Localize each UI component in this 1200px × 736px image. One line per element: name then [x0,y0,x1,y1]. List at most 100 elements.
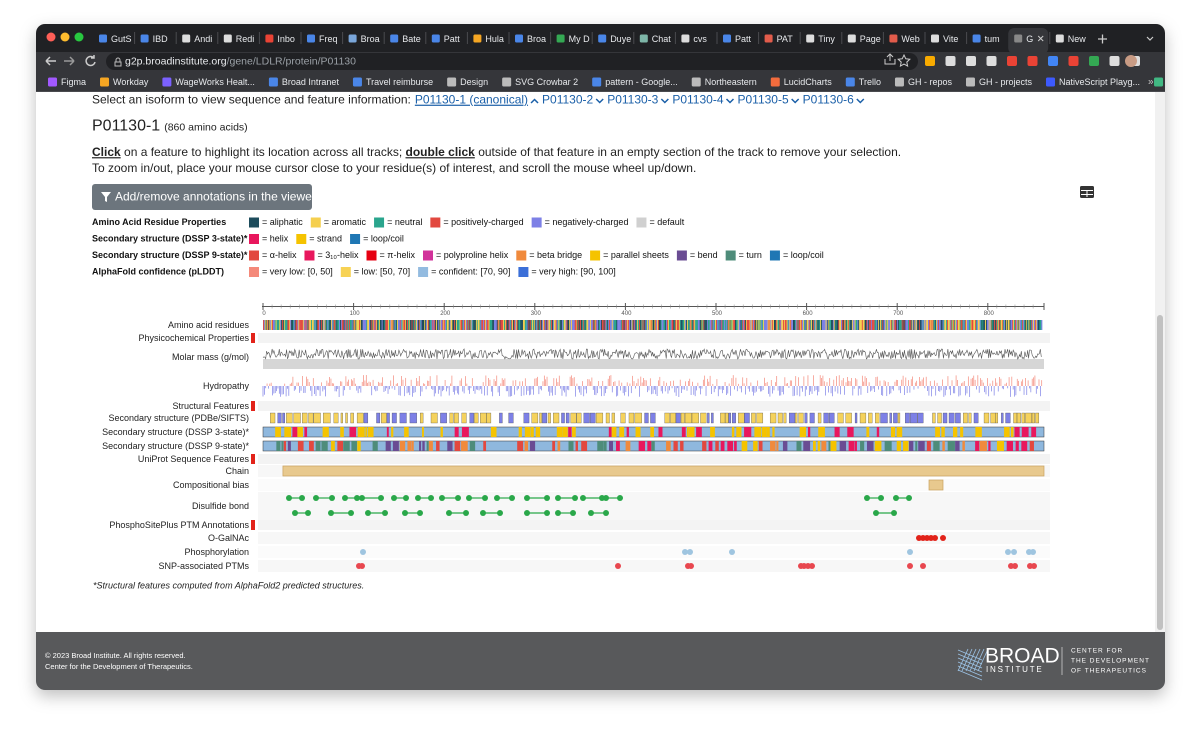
bookmark[interactable]: pattern - Google... [605,77,678,87]
annotation-button-label[interactable]: Add/remove annotations in the viewer [115,190,316,204]
phosphorylation-site[interactable] [907,549,913,555]
disulfide-site[interactable] [348,510,354,516]
extension-icon[interactable] [986,56,997,66]
tab-title[interactable]: Redi [236,34,255,44]
isoform-link[interactable]: P01130-6 [803,93,854,107]
snp-ptm-site[interactable] [809,563,815,569]
tab-title[interactable]: Web [901,34,919,44]
tab-title[interactable]: tum [985,34,1000,44]
bookmark[interactable]: Trello [859,77,881,87]
isoform-chevron[interactable] [725,98,735,104]
chain[interactable] [282,465,1045,477]
disulfide-site[interactable] [580,495,586,501]
disulfide-site[interactable] [463,510,469,516]
disulfide-site[interactable] [555,510,561,516]
bookmark[interactable]: GH - repos [908,77,953,87]
disulfide-site[interactable] [342,495,348,501]
disulfide-site[interactable] [455,495,461,501]
tab-title[interactable]: Bate [402,34,421,44]
bookmark[interactable]: Broad Intranet [282,77,340,87]
snp-ptm-site[interactable] [615,563,621,569]
bookmark-star[interactable] [897,53,911,68]
tab-title[interactable]: Freq [319,34,338,44]
disulfide-site[interactable] [446,510,452,516]
disulfide-site[interactable] [415,495,421,501]
extension-icon[interactable] [1068,56,1079,66]
disulfide-site[interactable] [555,495,561,501]
tab-title[interactable]: PAT [777,34,794,44]
tab-title[interactable]: Broa [361,34,380,44]
disulfide-site[interactable] [328,510,334,516]
phosphorylation-site[interactable] [1005,549,1011,555]
o-galnac-site[interactable] [940,535,946,541]
disulfide-site[interactable] [497,510,503,516]
snp-ptm-site[interactable] [688,563,694,569]
extension-icon[interactable] [1089,56,1099,66]
disulfide-site[interactable] [873,510,879,516]
isoform-chevron[interactable] [530,98,539,104]
phosphorylation-site[interactable] [729,549,735,555]
disulfide-site[interactable] [382,510,388,516]
bookmark[interactable]: Workday [113,77,149,87]
isoform-link[interactable]: P01130-2 [542,93,593,107]
o-galnac-site[interactable] [932,535,938,541]
disulfide-site[interactable] [570,510,576,516]
tab-title[interactable]: Patt [735,34,752,44]
share-icon[interactable] [884,53,896,65]
bookmark[interactable]: WageWorks Healt... [175,77,255,87]
disulfide-site[interactable] [439,495,445,501]
zoom-button[interactable] [74,32,84,42]
snp-ptm-site[interactable] [359,563,365,569]
disulfide-site[interactable] [603,495,609,501]
extension-icon[interactable] [925,56,935,66]
tab-title[interactable]: Patt [444,34,461,44]
disulfide-site[interactable] [480,510,486,516]
disulfide-site[interactable] [482,495,488,501]
tab-title[interactable]: cvs [693,34,707,44]
tab-title[interactable]: Vite [943,34,958,44]
disulfide-site[interactable] [292,510,298,516]
disulfide-site[interactable] [544,510,550,516]
phosphorylation-site[interactable] [360,549,366,555]
bookmark[interactable]: Northeastern [705,77,757,87]
disulfide-site[interactable] [466,495,472,501]
disulfide-site[interactable] [494,495,500,501]
bookmark[interactable]: GH - projects [979,77,1033,87]
isoform-chevron[interactable] [595,98,604,104]
scrollbar-thumb[interactable] [1157,315,1163,630]
extension-icon[interactable] [1027,56,1038,66]
disulfide-site[interactable] [378,495,384,501]
snp-ptm-site[interactable] [907,563,913,569]
disulfide-site[interactable] [572,495,578,501]
disulfide-site[interactable] [893,495,899,501]
disulfide-site[interactable] [299,495,305,501]
tab-title[interactable]: Andi [194,34,212,44]
tab-title[interactable]: My D [569,34,590,44]
snp-ptm-site[interactable] [1012,563,1018,569]
isoform-link[interactable]: P01130-1 (canonical) [415,93,528,107]
disulfide-site[interactable] [603,510,609,516]
phosphorylation-site[interactable] [1011,549,1017,555]
tab-title[interactable]: New [1068,34,1087,44]
bookmark[interactable]: LucidCharts [784,77,833,87]
bookmark[interactable]: Travel reimburse [366,77,433,87]
compositional-bias[interactable] [928,479,944,491]
bookmark[interactable]: Figma [61,77,86,87]
extension-icon[interactable] [945,56,956,66]
tab-title[interactable]: Duye [610,34,631,44]
extension-icon[interactable] [966,56,976,66]
lock-icon[interactable] [114,57,122,67]
isoform-link[interactable]: P01130-3 [607,93,658,107]
minimize-button[interactable] [60,32,70,42]
close-button[interactable] [46,32,56,42]
disulfide-site[interactable] [524,510,530,516]
isoform-chevron[interactable] [791,98,800,104]
phosphorylation-site[interactable] [682,549,688,555]
phosphorylation-site[interactable] [687,549,693,555]
isoform-chevron[interactable] [660,98,669,104]
bookmark[interactable]: Design [460,77,488,87]
tab-title[interactable]: GutS [111,34,132,44]
tab-menu[interactable] [1146,36,1154,41]
disulfide-site[interactable] [403,495,409,501]
disulfide-site[interactable] [428,495,434,501]
